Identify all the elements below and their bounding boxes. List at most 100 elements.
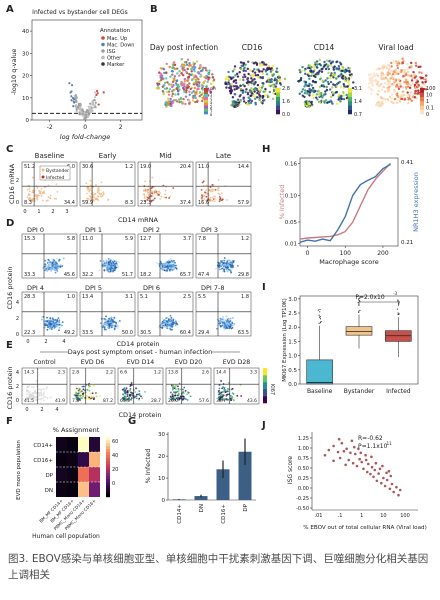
volcano-point (70, 95, 73, 98)
umap-point (210, 82, 213, 85)
umap-point (335, 60, 338, 64)
umap-point (244, 90, 247, 94)
quadrant-value: 1.8 (241, 294, 249, 300)
umap-point (172, 64, 175, 67)
scatter-point (40, 392, 42, 395)
umap-point (191, 67, 194, 70)
scatter-point (168, 321, 171, 324)
quadrant-value: 65.7 (180, 272, 191, 278)
scatter-point (168, 261, 171, 263)
colorbar-segment (276, 96, 280, 102)
umap-point (180, 57, 183, 61)
scatter-point (227, 388, 229, 390)
scatter-point (25, 396, 28, 399)
umap-point (242, 100, 246, 103)
scatter-point (105, 319, 108, 322)
scatter-point (159, 191, 161, 194)
colorbar-tick: 8 (210, 113, 212, 117)
scatter-point (125, 387, 128, 390)
scatter-point (218, 392, 221, 394)
umap-point (212, 78, 216, 82)
scatter-point (55, 321, 58, 324)
umap-point (399, 85, 402, 88)
scatter-point (351, 461, 355, 465)
umap-point (380, 77, 383, 80)
colorbar-segment (204, 93, 208, 97)
scatter-point (225, 398, 228, 401)
scatter-point (50, 327, 53, 330)
scatter-point (49, 325, 52, 327)
umap-point (331, 102, 334, 105)
panel-j-ylabel: ISG score (287, 456, 294, 485)
scatter-point (53, 322, 56, 325)
panel-g-xtick: CD14+ (177, 504, 183, 524)
umap-point (267, 76, 270, 80)
umap-point (394, 72, 398, 76)
umap-point (252, 62, 256, 65)
umap-point (177, 90, 180, 93)
umap-point (261, 94, 265, 98)
scatter-point (56, 270, 59, 272)
scatter-point (51, 317, 54, 320)
umap-point (382, 77, 385, 80)
scatter-point (46, 269, 49, 272)
umap-point (337, 68, 340, 71)
scatter-point (107, 258, 110, 260)
umap-point (195, 60, 199, 63)
umap-point (321, 96, 324, 99)
scatter-point (211, 188, 214, 191)
umap-point (341, 77, 345, 80)
heatmap-cell (89, 467, 100, 482)
umap-point (165, 77, 168, 80)
scatter-point (166, 325, 169, 327)
umap-point (410, 65, 413, 68)
scatter-point (112, 261, 115, 264)
umap-point (409, 84, 412, 87)
scatter-point (171, 269, 174, 271)
panel-g-ytick: 10 (158, 476, 165, 482)
panel-g-xtick: CD16+ (221, 504, 227, 524)
umap-point (415, 81, 418, 84)
scatter-point (223, 388, 226, 390)
scatter-point (39, 193, 42, 195)
colorbar-segment (204, 96, 208, 100)
quadrant-value: 11.0 (198, 164, 209, 170)
panel-j-ytick: 0.00 (298, 486, 309, 492)
scatter-point (40, 389, 43, 392)
umap-point (185, 89, 188, 92)
scatter-point (86, 388, 89, 391)
umap-point (310, 84, 313, 87)
umap-point (232, 85, 235, 88)
umap-point (304, 100, 308, 104)
scatter-point (109, 260, 112, 263)
scatter-point (100, 195, 102, 198)
umap-point (378, 103, 381, 106)
scatter-point (75, 392, 78, 395)
umap-point (405, 80, 408, 84)
umap-point (173, 61, 176, 64)
colorbar-segment (106, 479, 110, 483)
umap-point (167, 102, 170, 106)
scatter-point (28, 394, 31, 397)
umap-point (391, 93, 394, 96)
umap-point (393, 90, 396, 93)
colorbar-segment (263, 382, 267, 390)
scatter-point (92, 194, 95, 197)
umap-point (179, 82, 183, 86)
panel-a-ytick: 30 (22, 51, 29, 57)
outlier-point (319, 318, 322, 320)
scatter-point (227, 265, 230, 267)
umap-point (331, 91, 335, 94)
scatter-point (226, 320, 229, 323)
volcano-point (72, 105, 75, 108)
scatter-point (84, 199, 87, 202)
panel-j-ytick: 1.25 (298, 436, 309, 442)
scatter-point (179, 395, 182, 398)
umap-point (351, 86, 355, 90)
scatter-point (58, 323, 61, 326)
umap-point (225, 86, 228, 89)
colorbar-tick: 0.1 (426, 106, 434, 112)
scatter-point (114, 323, 117, 325)
scatter-point (130, 391, 132, 394)
umap-point (231, 103, 234, 106)
